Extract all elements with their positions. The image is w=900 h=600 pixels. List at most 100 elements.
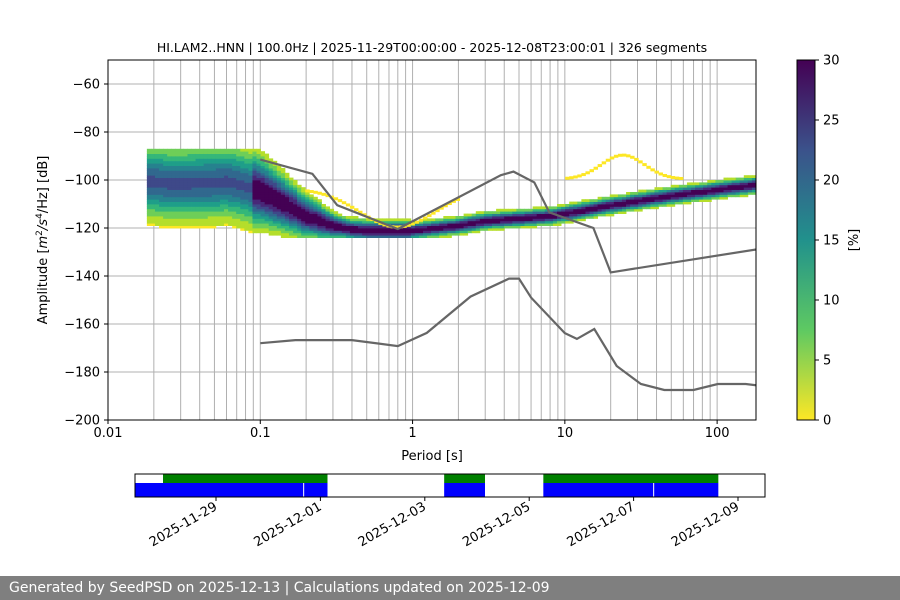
psd-bin — [459, 225, 465, 229]
psd-bin — [146, 175, 152, 178]
psd-bin — [240, 228, 245, 231]
psd-bin — [638, 206, 643, 210]
psd-bin — [414, 235, 420, 238]
psd-bin — [528, 218, 534, 222]
psd-bin — [345, 228, 351, 231]
psd-bin — [341, 216, 347, 219]
psd-bin — [236, 175, 241, 178]
psd-bin — [455, 223, 460, 226]
psd-bin — [232, 170, 237, 174]
psd-bin — [650, 192, 655, 195]
psd-bin — [276, 170, 282, 174]
psd-bin — [719, 184, 724, 188]
psd-bin — [256, 192, 261, 195]
psd-bin — [487, 223, 493, 226]
psd-bin — [313, 199, 318, 202]
psd-bin — [215, 172, 221, 176]
psd-bin — [280, 194, 286, 198]
psd-bin — [349, 235, 355, 238]
psd-bin — [244, 189, 249, 193]
psd-bin — [146, 196, 152, 200]
colorbar — [796, 59, 816, 421]
psd-bin — [224, 165, 229, 169]
psd-bin — [621, 201, 627, 205]
psd-bin — [199, 168, 205, 171]
psd-bin — [561, 213, 566, 217]
psd-bin — [284, 220, 290, 224]
psd-bin — [248, 148, 253, 152]
psd-bin — [232, 172, 237, 176]
psd-bin — [191, 187, 197, 190]
psd-bin — [451, 218, 456, 222]
psd-bin — [236, 180, 241, 183]
psd-bin — [159, 194, 164, 198]
psd-bin — [232, 187, 237, 190]
psd-bin — [508, 213, 513, 217]
psd-bin — [146, 170, 152, 174]
psd-bin — [366, 223, 371, 226]
psd-bin — [297, 194, 302, 198]
psd-bin — [248, 220, 253, 224]
psd-bin — [313, 232, 318, 236]
psd-bin — [195, 182, 201, 186]
psd-bin — [252, 180, 257, 183]
psd-bin — [163, 194, 168, 198]
psd-bin — [211, 156, 217, 159]
psd-bin — [305, 211, 310, 214]
psd-bin — [211, 223, 217, 226]
psd-bin — [439, 235, 444, 238]
psd-bin — [398, 235, 404, 238]
psd-bin — [601, 208, 607, 212]
psd-bin — [183, 211, 188, 214]
psd-bin — [199, 177, 205, 181]
psd-bin — [276, 216, 282, 219]
psd-bin — [414, 225, 420, 229]
psd-bin — [512, 208, 517, 212]
psd-bin — [240, 204, 245, 207]
psd-bin — [504, 208, 509, 212]
psd-bin — [707, 199, 712, 202]
psd-bin — [297, 199, 302, 202]
psd-bin — [630, 201, 635, 205]
psd-bin — [219, 187, 225, 190]
psd-bin — [146, 153, 152, 157]
psd-bin — [276, 204, 282, 207]
psd-bin — [723, 187, 728, 190]
psd-bin — [232, 204, 237, 207]
psd-bin — [187, 170, 192, 174]
psd-bin — [159, 199, 164, 202]
psd-bin — [658, 189, 664, 193]
psd-bin — [280, 235, 286, 238]
psd-bin — [528, 208, 534, 212]
psd-bin — [211, 192, 217, 195]
psd-bin — [699, 187, 704, 190]
psd-bin — [333, 197, 339, 201]
psd-bin — [418, 228, 424, 231]
psd-bin — [187, 199, 192, 202]
psd-bin — [321, 228, 326, 231]
psd-bin — [187, 182, 192, 186]
psd-bin — [504, 213, 509, 217]
psd-bin — [597, 199, 603, 202]
psd-bin — [211, 213, 217, 217]
psd-bin — [317, 208, 322, 212]
psd-bin — [219, 182, 225, 186]
psd-bin — [634, 196, 639, 200]
psd-bin — [353, 228, 359, 231]
psd-bin — [219, 156, 225, 159]
psd-bin — [195, 201, 201, 205]
psd-bin — [313, 230, 318, 234]
psd-bin — [183, 206, 188, 210]
psd-bin — [272, 168, 278, 171]
psd-bin — [211, 189, 217, 193]
psd-bin — [524, 225, 529, 229]
psd-bin — [146, 199, 152, 202]
psd-bin — [715, 192, 720, 195]
psd-bin — [289, 213, 294, 217]
psd-bin — [532, 216, 538, 219]
psd-bin — [228, 184, 233, 188]
psd-bin — [268, 213, 274, 217]
psd-bin — [402, 230, 408, 234]
psd-bin — [240, 151, 245, 154]
psd-bin — [268, 163, 274, 166]
